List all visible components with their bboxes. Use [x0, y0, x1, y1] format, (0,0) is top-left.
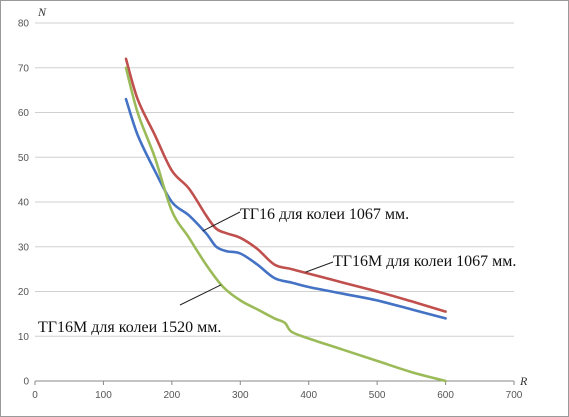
- x-tick-label: 100: [95, 390, 112, 401]
- y-tick-label: 40: [18, 198, 30, 209]
- series-line-tg16m-1520: [124, 66, 447, 383]
- y-tick-label: 80: [18, 19, 30, 30]
- y-tick-label: 50: [18, 153, 30, 164]
- series-lines: [124, 57, 447, 383]
- series-line-tg16m-1067: [124, 57, 447, 313]
- y-tick-label: 60: [18, 108, 30, 119]
- x-tick-label: 600: [437, 390, 454, 401]
- x-axis-title: R: [519, 374, 528, 388]
- axes: [34, 380, 515, 385]
- x-tick-label: 700: [506, 390, 523, 401]
- pointer-tg16-1067: [202, 211, 241, 232]
- y-tick-label: 70: [18, 63, 30, 74]
- annotation-tg16m-1067: ТГ16М для колеи 1067 мм.: [333, 253, 516, 270]
- y-tick-label: 10: [18, 332, 30, 343]
- y-tick-label: 30: [18, 242, 30, 253]
- annotation-tg16-1067: ТГ16 для колеи 1067 мм.: [240, 206, 409, 223]
- pointer-tg16m-1067: [305, 261, 334, 273]
- tick-labels: 0 10 20 30 40 50 60 70 80 0 100 200 300 400 500 600 700: [18, 19, 523, 402]
- y-tick-label: 20: [18, 287, 30, 298]
- gridlines: [35, 22, 514, 337]
- x-tick-label: 300: [232, 390, 249, 401]
- pointer-tg16m-1520: [179, 284, 222, 306]
- y-tick-label: 0: [23, 377, 29, 388]
- x-tick-label: 200: [164, 390, 181, 401]
- annotation-tg16m-1520: ТГ16М для колеи 1520 мм.: [38, 319, 221, 336]
- x-tick-label: 500: [369, 390, 386, 401]
- x-tick-label: 0: [32, 390, 38, 401]
- x-tick-label: 400: [300, 390, 317, 401]
- annotation-pointers: [179, 211, 334, 306]
- y-axis-title: N: [37, 5, 47, 19]
